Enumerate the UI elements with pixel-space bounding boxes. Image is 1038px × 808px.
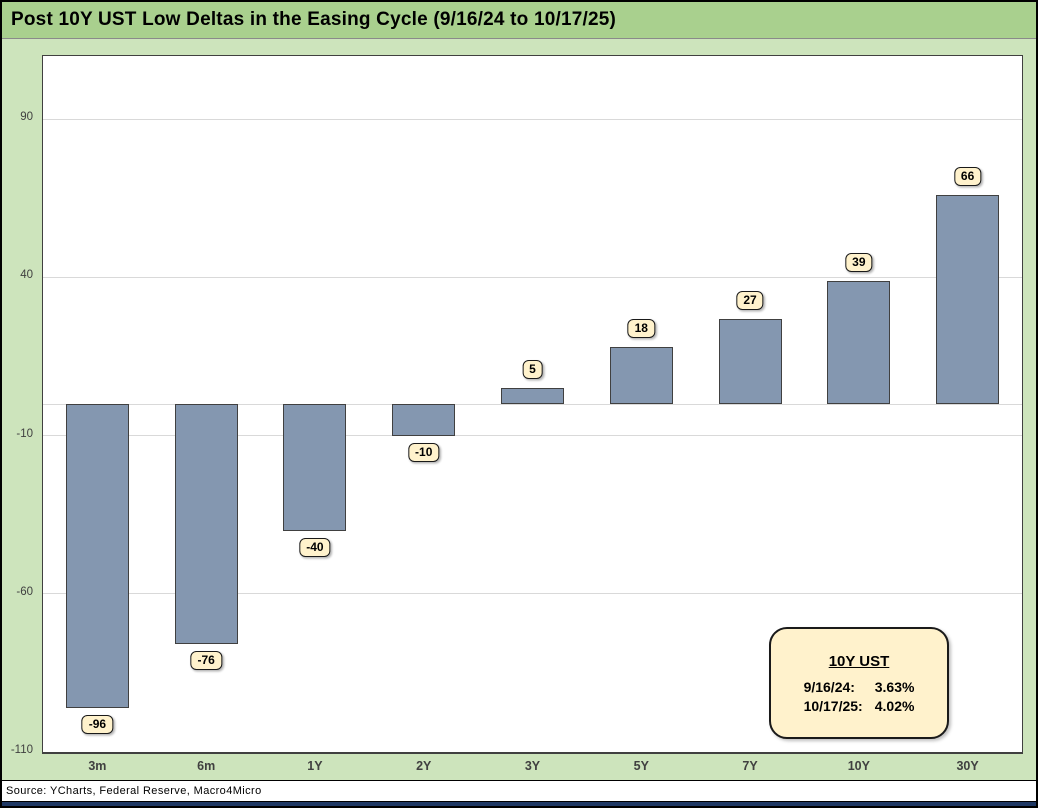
bar-30Y <box>936 195 1000 404</box>
bar-3Y <box>501 388 564 404</box>
gridline <box>43 593 1022 595</box>
source-note: Source: YCharts, Federal Reserve, Macro4… <box>6 785 262 797</box>
legend-row-value: 3.63% <box>874 678 915 695</box>
bar-value-label: -10 <box>408 442 440 462</box>
y-axis: 90 40 -10 -60 -110 <box>2 55 37 756</box>
legend-box: 10Y UST 9/16/24: 3.63% 10/17/25: 4.02% <box>769 627 949 739</box>
legend-title: 10Y UST <box>828 652 890 670</box>
x-tick-label: 2Y <box>416 759 432 773</box>
gridline <box>43 276 1022 278</box>
plot-area: 10Y UST 9/16/24: 3.63% 10/17/25: 4.02% -… <box>42 55 1023 754</box>
source-strip: Source: YCharts, Federal Reserve, Macro4… <box>2 780 1036 802</box>
bottom-strip <box>2 802 1036 806</box>
bar-value-label: 27 <box>736 290 764 310</box>
x-tick-label: 3m <box>88 759 107 773</box>
bar-2Y <box>392 404 456 436</box>
bar-value-label: 5 <box>522 360 543 380</box>
bar-7Y <box>718 318 782 404</box>
y-tick-label: -10 <box>16 427 33 440</box>
legend-row-label: 9/16/24: <box>803 678 855 695</box>
bar-value-label: 39 <box>845 252 873 272</box>
chart-title: Post 10Y UST Low Deltas in the Easing Cy… <box>11 9 617 30</box>
gridline <box>43 403 1022 405</box>
chart-body: 90 40 -10 -60 -110 10Y UST 9/16/24: 3.63% 10… <box>2 39 1036 780</box>
legend-row-label: 10/17/25: <box>803 697 863 714</box>
x-tick-label: 7Y <box>742 759 758 773</box>
bar-value-label: -76 <box>190 651 222 671</box>
bar-value-label: 66 <box>953 167 982 187</box>
x-axis: 3m 6m 1Y 2Y 3Y 5Y 7Y 10Y 30Y <box>43 757 1022 781</box>
y-tick-label: -110 <box>10 744 33 756</box>
gridline <box>43 118 1022 120</box>
bar-3m <box>65 404 129 708</box>
legend-rows: 9/16/24: 3.63% 10/17/25: 4.02% <box>804 679 915 714</box>
y-tick-label: -60 <box>16 585 33 598</box>
y-tick-label: 90 <box>20 111 33 124</box>
x-tick-label: 1Y <box>307 759 323 773</box>
bar-value-label: 18 <box>627 319 655 339</box>
bar-5Y <box>609 347 673 404</box>
bar-value-label: -96 <box>81 714 114 734</box>
chart-title-bar: Post 10Y UST Low Deltas in the Easing Cy… <box>2 2 1036 39</box>
x-tick-label: 5Y <box>633 759 649 773</box>
bar-10Y <box>827 280 891 404</box>
bar-6m <box>174 404 238 645</box>
x-tick-label: 30Y <box>956 759 979 773</box>
bar-value-label: -40 <box>299 537 331 557</box>
legend-row-value: 4.02% <box>874 697 915 714</box>
gridline <box>43 435 1022 437</box>
bar-1Y <box>283 404 347 531</box>
x-tick-label: 6m <box>197 759 216 773</box>
x-tick-label: 10Y <box>847 759 870 773</box>
y-tick-label: 40 <box>20 269 33 282</box>
x-tick-label: 3Y <box>524 759 541 773</box>
